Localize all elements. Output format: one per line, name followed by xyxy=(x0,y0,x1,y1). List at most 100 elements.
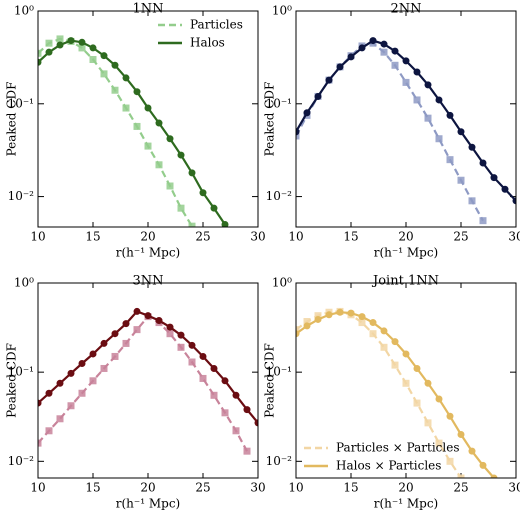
y-tick-label: 10⁰ xyxy=(14,4,34,18)
x-tick-label: 15 xyxy=(343,481,358,495)
marker xyxy=(89,377,97,385)
x-tick-label: 15 xyxy=(343,230,358,244)
y-tick-label: 10⁻¹ xyxy=(266,365,292,379)
marker xyxy=(512,197,516,205)
y-axis-label: Peaked CDF xyxy=(263,343,277,418)
marker xyxy=(144,104,152,112)
marker xyxy=(67,402,75,410)
marker xyxy=(133,307,141,315)
marker xyxy=(122,339,130,347)
x-tick-label: 15 xyxy=(85,230,100,244)
marker xyxy=(56,415,64,423)
marker xyxy=(100,70,108,78)
y-tick-label: 10⁻² xyxy=(8,454,35,468)
panel-title: 1NN xyxy=(132,2,163,17)
marker xyxy=(56,35,64,43)
marker xyxy=(78,44,86,52)
marker xyxy=(369,330,377,338)
marker xyxy=(221,221,229,227)
marker xyxy=(479,461,487,469)
marker xyxy=(435,96,443,104)
y-tick-label: 10⁻² xyxy=(266,454,293,468)
marker xyxy=(369,37,377,45)
x-tick-label: 30 xyxy=(508,481,520,495)
marker xyxy=(303,109,311,117)
marker xyxy=(122,320,130,328)
x-tick-label: 10 xyxy=(288,481,303,495)
marker xyxy=(347,53,355,61)
marker xyxy=(413,68,421,76)
marker xyxy=(100,52,108,60)
marker xyxy=(45,39,53,47)
series xyxy=(296,308,498,478)
marker xyxy=(457,474,465,478)
marker xyxy=(413,399,421,407)
marker xyxy=(111,86,119,94)
x-tick-label: 25 xyxy=(453,230,468,244)
y-axis-label: Peaked CDF xyxy=(5,82,19,157)
marker xyxy=(133,122,141,130)
marker xyxy=(188,341,196,349)
marker xyxy=(402,350,410,358)
marker xyxy=(188,358,196,366)
marker xyxy=(369,319,377,327)
marker xyxy=(413,96,421,104)
y-tick-label: 10⁰ xyxy=(14,276,34,290)
x-tick-label: 25 xyxy=(453,481,468,495)
y-tick-label: 10⁰ xyxy=(272,4,292,18)
marker xyxy=(380,327,388,335)
x-axis-label: r(h⁻¹ Mpc) xyxy=(116,497,180,511)
y-tick-label: 10⁰ xyxy=(272,276,292,290)
series xyxy=(38,313,251,455)
marker xyxy=(243,406,251,414)
marker xyxy=(221,409,229,417)
marker xyxy=(479,159,487,167)
marker xyxy=(177,343,185,351)
x-tick-label: 20 xyxy=(398,481,413,495)
marker xyxy=(468,197,476,205)
x-tick-label: 20 xyxy=(140,481,155,495)
marker xyxy=(468,143,476,151)
x-tick-label: 20 xyxy=(398,230,413,244)
marker xyxy=(347,309,355,317)
x-tick-label: 25 xyxy=(195,481,210,495)
marker xyxy=(380,40,388,48)
marker xyxy=(446,412,454,420)
marker xyxy=(446,156,454,164)
marker xyxy=(67,37,75,45)
series xyxy=(296,307,465,478)
marker xyxy=(380,48,388,56)
marker xyxy=(166,182,174,190)
marker xyxy=(314,92,322,100)
marker xyxy=(133,326,141,334)
x-tick-label: 10 xyxy=(30,481,45,495)
series xyxy=(38,35,196,227)
marker xyxy=(402,57,410,65)
series xyxy=(296,37,516,205)
marker xyxy=(155,119,163,127)
marker xyxy=(402,379,410,387)
legend-label: Halos × Particles xyxy=(336,459,441,473)
marker xyxy=(210,204,218,212)
marker xyxy=(188,222,196,227)
marker xyxy=(424,114,432,122)
marker xyxy=(435,439,443,447)
marker xyxy=(325,76,333,84)
panel-title: Joint 1NN xyxy=(371,274,439,289)
marker xyxy=(45,389,53,397)
marker xyxy=(358,313,366,321)
marker xyxy=(166,135,174,143)
marker xyxy=(155,316,163,324)
marker xyxy=(303,317,311,325)
marker xyxy=(391,338,399,346)
marker xyxy=(210,391,218,399)
marker xyxy=(490,474,498,478)
x-tick-label: 15 xyxy=(85,481,100,495)
x-tick-label: 30 xyxy=(250,230,265,244)
marker xyxy=(199,352,207,360)
marker xyxy=(177,331,185,339)
panel-title: 3NN xyxy=(132,274,163,289)
marker xyxy=(111,61,119,69)
marker xyxy=(221,377,229,385)
